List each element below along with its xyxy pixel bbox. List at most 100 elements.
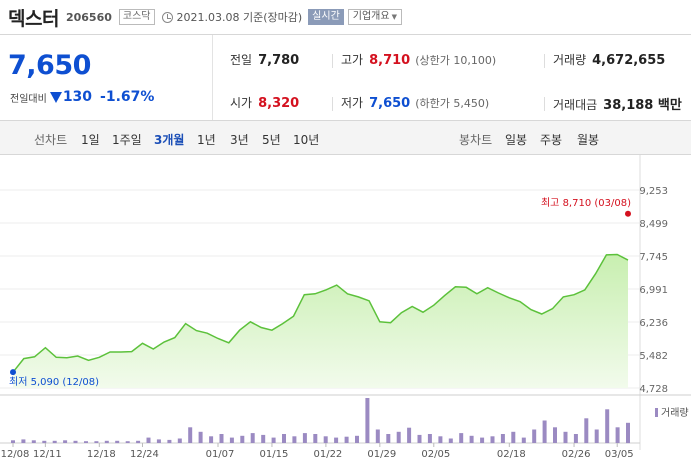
realtime-button[interactable]: 실시간 [308,9,344,25]
volume-stat: 거래량 4,672,655 [553,51,665,68]
high-marker [625,210,631,217]
x-tick-label: 03/05 [605,449,634,460]
tab-1d[interactable]: 1일 [81,133,100,147]
prev-close-label: 전일 [230,53,253,67]
prev-close-stat: 전일 7,780 [230,51,299,68]
x-tick-label: 12/18 [87,449,116,460]
tab-monthly[interactable]: 월봉 [577,133,600,147]
volume-bar [615,427,620,443]
volume-bar [115,440,120,444]
y-tick-label: 7,745 [639,252,668,263]
volume-bar [104,440,109,444]
x-tick-label: 01/15 [260,449,289,460]
high-label: 고가 [341,53,364,67]
y-tick-label: 8,499 [639,219,668,230]
low-marker [10,369,16,376]
divider [332,97,333,111]
base-date: 2021.03.08 기준(장마감) [176,11,303,24]
open-value: 8,320 [258,96,300,111]
trade-value: 38,188 백만 [603,98,682,113]
tab-1y[interactable]: 1년 [197,133,216,147]
price-area [12,253,629,388]
tab-3m[interactable]: 3개월 [154,133,185,147]
volume-bar [469,435,474,443]
price-area-fill [13,254,628,388]
x-tick-label: 12/08 [1,449,30,460]
volume-bar [73,440,78,444]
volume-bar [396,431,401,444]
volume-bar [521,437,526,443]
volume-bar [167,439,172,444]
change-percent: -1.67% [100,89,155,105]
volume-bar [417,434,422,443]
x-tick-label: 01/22 [313,449,342,460]
trade-value-label: 거래대금 [553,98,598,112]
volume-bar [532,429,537,443]
volume-bar [146,437,151,443]
volume-legend-swatch [655,408,658,417]
change-label: 전일대비 [10,93,47,105]
current-price-panel: 7,650 전일대비 130 -1.67% [0,35,213,121]
volume-bar [94,441,99,443]
volume-label: 거래량 [553,53,587,67]
volume-bar [386,434,391,443]
price-summary: 7,650 전일대비 130 -1.67% 전일 7,780 고가 8,710 … [0,34,691,121]
divider [544,54,545,68]
price-line [12,253,629,373]
volume-bar [573,434,578,443]
volume-bar [407,427,412,443]
open-stat: 시가 8,320 [230,94,299,111]
volume-bar [250,433,255,443]
current-price: 7,650 [8,50,91,81]
tab-10y[interactable]: 10년 [293,133,320,147]
volume-bar [125,441,130,443]
tab-weekly[interactable]: 주봉 [540,133,563,147]
tab-1w[interactable]: 1주일 [112,133,142,147]
y-tick-label: 5,482 [639,351,668,362]
volume-bar [448,438,453,443]
line-chart-label: 선차트 [34,133,68,147]
low-label: 저가 [341,96,364,110]
high-stat: 고가 8,710 (상한가 10,100) [341,51,496,68]
tab-3y[interactable]: 3년 [230,133,249,147]
corp-overview-label: 기업개요 [352,11,390,22]
y-axis-ticks: 9,253 8,499 7,745 6,991 6,236 5,482 4,728 [639,186,668,395]
volume-value: 4,672,655 [592,53,666,68]
volume-bar [344,436,349,443]
volume-bar [480,437,485,443]
volume-bar [11,440,15,443]
change-amount: 130 [62,89,93,105]
volume-bar [490,436,495,444]
volume-bar [84,441,88,443]
y-tick-label: 6,991 [639,285,668,296]
volume-bar [323,436,328,444]
volume-bar [42,440,47,444]
volume-bar [500,434,505,443]
volume-bar [313,434,318,443]
divider [332,54,333,68]
volume-bar [626,422,630,444]
y-tick-label: 9,253 [639,186,668,197]
price-change: 전일대비 130 -1.67% [10,89,154,105]
volume-bar [188,427,193,443]
down-triangle-icon [49,91,62,103]
extreme-markers: 최고 8,710 (03/08) 최저 5,090 (12/08) [9,197,631,388]
x-tick-label: 02/05 [421,449,450,460]
volume-bar [261,434,266,443]
upper-limit: (상한가 10,100) [415,54,497,67]
tab-5y[interactable]: 5년 [262,133,281,147]
x-tick-label: 01/07 [206,449,235,460]
volume-bar [282,434,286,443]
stock-name: 덱스터 [8,7,59,30]
tab-daily[interactable]: 일봉 [505,133,528,147]
volume-bar [427,434,432,443]
volume-bar [459,433,464,443]
volume-bar [240,435,245,443]
volume-bar [156,439,161,443]
corp-overview-dropdown[interactable]: 기업개요 ▼ [347,9,402,25]
volume-bar [136,440,141,444]
volume-bar [511,431,516,444]
volume-bar [365,398,370,443]
chart-period-tabs: 선차트 1일 1주일 3개월 1년 3년 5년 10년 봉차트 일봉 주봉 월봉 [0,120,691,155]
